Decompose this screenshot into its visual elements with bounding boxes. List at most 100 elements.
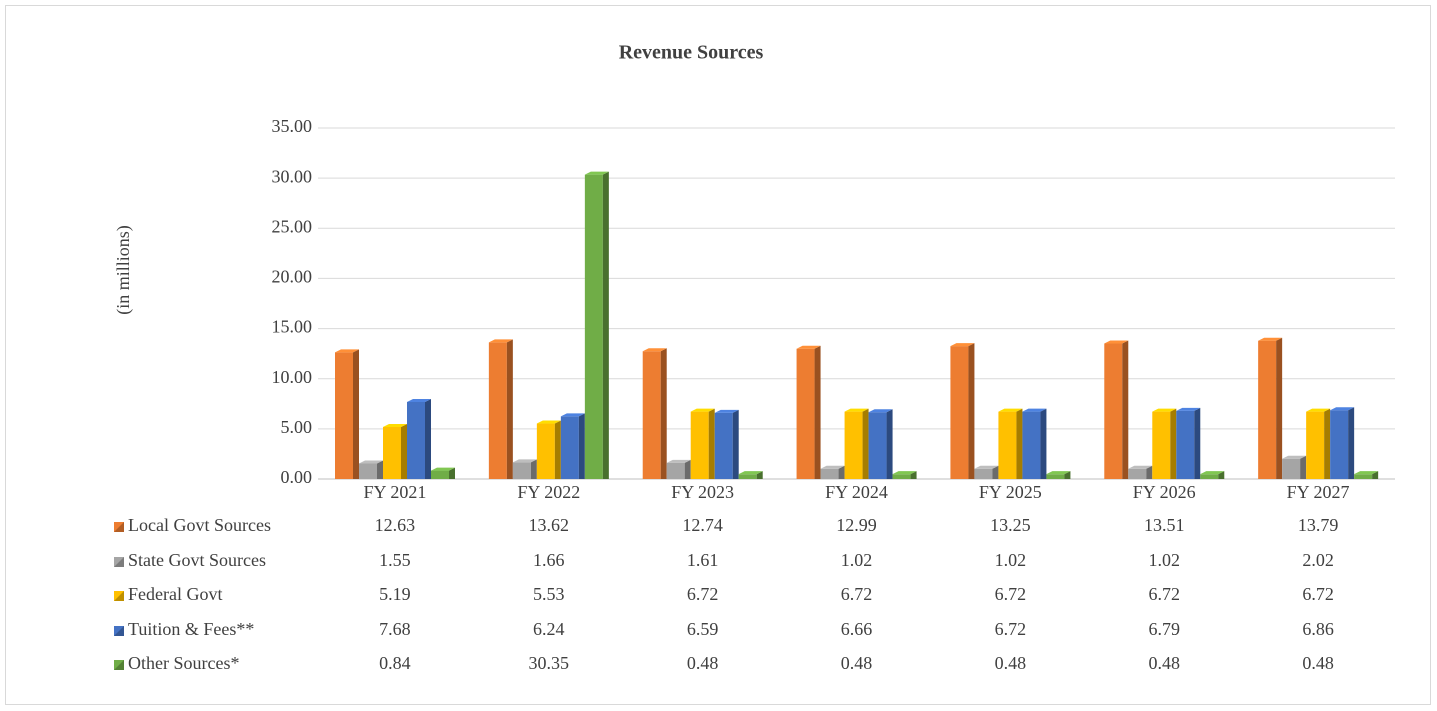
bar-side [554,420,561,479]
bar-side [530,459,537,479]
bar [1306,411,1325,479]
table-value: 6.24 [533,619,565,639]
y-tick-label: 5.00 [281,417,313,437]
legend-label: Local Govt Sources [128,515,271,535]
bar-top [974,465,999,469]
bar-top [584,171,609,175]
table-value: 0.48 [1148,653,1180,673]
chart-title: Revenue Sources [619,42,764,64]
table-value: 1.55 [379,550,411,570]
bar [1330,410,1349,479]
table-value: 13.62 [529,515,570,535]
x-tick-label: FY 2024 [825,482,888,502]
x-tick-label: FY 2027 [1287,482,1350,502]
table-value: 6.59 [687,619,719,639]
table-value: 13.79 [1298,515,1339,535]
legend-key-face [114,660,124,670]
bar-side [1218,471,1225,479]
bar [642,351,661,479]
bar [820,468,839,479]
y-tick-label: 35.00 [272,116,313,136]
bar [950,346,969,479]
bar-top [512,459,537,463]
y-axis-label: (in millions) [113,225,134,315]
table-value: 6.66 [841,619,873,639]
bar [488,342,507,479]
table-value: 0.48 [995,653,1027,673]
legend-key-face [114,557,124,567]
bar-top [407,398,431,402]
bar-side [377,460,383,479]
bar-top [1306,408,1331,412]
bar-side [910,471,917,479]
y-tick-label: 10.00 [272,367,313,387]
bar-top [488,339,513,343]
bar [666,462,685,479]
table-value: 6.72 [841,584,873,604]
table-value: 1.02 [841,550,873,570]
bar-side [684,459,691,479]
bar-top [1282,455,1307,459]
bar [1200,474,1219,479]
bar-side [1040,408,1047,479]
bar-side [1276,337,1283,479]
bar [974,468,993,479]
bar-side [578,413,585,479]
x-tick-label: FY 2022 [517,482,580,502]
bar-side [401,423,407,479]
bar [383,426,401,479]
table-value: 0.48 [841,653,873,673]
bar-top [1258,337,1283,341]
legend-label: Federal Govt [128,584,222,604]
bar-top [560,413,585,417]
legend-label: Tuition & Fees** [128,619,254,639]
bar-top [642,348,667,352]
table-value: 6.86 [1302,619,1334,639]
y-tick-label: 30.00 [272,166,313,186]
bar [690,411,709,479]
bar-top [892,471,917,475]
bar [512,462,531,479]
bar-side [1372,471,1379,479]
table-value: 6.72 [995,584,1027,604]
chart-border [5,5,1431,705]
bar [560,416,579,479]
bar-side [1324,408,1331,479]
table-value: 0.48 [1302,653,1334,673]
bar-side [732,409,739,479]
bar-top [1152,408,1177,412]
bar [1022,411,1041,479]
bar-side [862,408,869,479]
bar-top [714,409,739,413]
y-tick-label: 20.00 [272,267,313,287]
bar-top [1176,407,1201,411]
table-value: 6.72 [1302,584,1334,604]
bar-top [950,343,975,347]
bar-side [1064,471,1071,479]
bar-side [353,349,359,479]
bar-top [1022,408,1047,412]
bar-top [359,460,383,464]
bar [1104,343,1123,479]
bar-side [449,467,455,479]
bar [796,348,815,479]
bar-top [1128,465,1153,469]
bar-top [690,408,715,412]
table-value: 6.79 [1148,619,1180,639]
bar [1128,468,1147,479]
table-value: 6.72 [687,584,719,604]
bar [998,411,1017,479]
bar [407,401,425,479]
bar-top [796,345,821,349]
y-tick-label: 25.00 [272,216,313,236]
x-tick-label: FY 2026 [1133,482,1196,502]
bar [584,174,603,479]
bar [359,463,377,479]
legend-label: Other Sources* [128,653,239,673]
table-value: 1.02 [1148,550,1180,570]
legend-label: State Govt Sources [128,550,266,570]
bar-top [1046,471,1071,475]
bar [536,423,555,479]
legend-key-face [114,522,124,532]
